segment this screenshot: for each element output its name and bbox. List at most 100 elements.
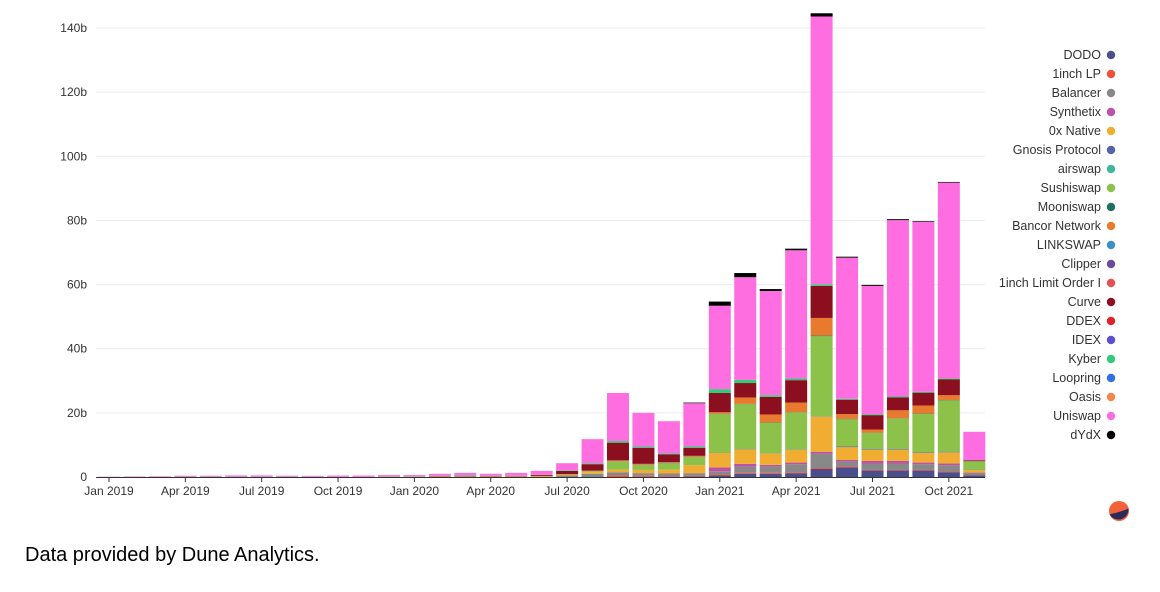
legend-item[interactable]: Sushiswap — [1041, 181, 1116, 195]
bar-segment — [912, 469, 935, 471]
bar-stack — [454, 472, 477, 477]
bar-stack — [377, 475, 400, 477]
bar-segment — [937, 451, 960, 453]
bar-segment — [937, 472, 960, 477]
bar-segment — [683, 475, 706, 477]
bar-segment — [428, 473, 451, 476]
legend-item[interactable]: 1inch Limit Order I — [999, 276, 1116, 290]
bar-segment — [174, 475, 197, 477]
bar-segment — [861, 285, 884, 415]
legend-item[interactable]: Gnosis Protocol — [1013, 143, 1116, 157]
y-tick-label: 100b — [60, 149, 87, 163]
bar-segment — [785, 412, 808, 450]
bar-segment — [785, 462, 808, 465]
bar-segment — [683, 446, 706, 448]
bar-segment — [581, 464, 604, 471]
bar-segment — [556, 470, 579, 471]
y-tick-label: 40b — [67, 342, 87, 356]
bar-segment — [632, 463, 655, 465]
bar-segment — [759, 396, 782, 415]
bar-segment — [759, 472, 782, 474]
legend-item[interactable]: IDEX — [1072, 333, 1116, 347]
bar-stack — [301, 475, 324, 477]
legend-swatch — [1106, 50, 1116, 60]
bar-segment — [607, 461, 629, 470]
bar-stack — [276, 475, 299, 477]
bar-segment — [225, 475, 248, 477]
x-tick-label: Oct 2021 — [924, 484, 973, 498]
bar-segment — [785, 402, 808, 413]
x-axis: Jan 2019 Apr 2019 Jul 2019 Oct 2019 Jan 2020… — [84, 477, 985, 498]
bar-segment — [683, 402, 706, 404]
bar-segment — [836, 467, 859, 477]
legend-item[interactable]: Clipper — [1061, 257, 1116, 271]
bar-segment — [937, 452, 960, 464]
legend-item[interactable]: Synthetix — [1050, 105, 1116, 119]
bar-segment — [886, 469, 909, 471]
x-tick-label: Jul 2019 — [239, 484, 285, 498]
legend-swatch — [1106, 145, 1116, 155]
bar-segment — [886, 463, 909, 470]
bar-stack — [708, 301, 731, 477]
legend-item[interactable]: airswap — [1058, 162, 1116, 176]
bar-segment — [607, 472, 629, 476]
bar-segment — [861, 470, 884, 477]
legend-swatch — [1106, 373, 1116, 383]
bar-segment — [912, 405, 935, 414]
legend-item[interactable]: Curve — [1068, 295, 1116, 309]
legend-item[interactable]: Uniswap — [1053, 409, 1116, 423]
legend-label: 1inch Limit Order I — [999, 276, 1101, 290]
legend-item[interactable]: Mooniswap — [1038, 200, 1116, 214]
bar-segment — [861, 463, 884, 470]
legend: DODO 1inch LP Balancer Synthetix 0x Native Gn… — [999, 48, 1116, 442]
legend-item[interactable]: Balancer — [1052, 86, 1116, 100]
bar-segment — [708, 414, 731, 453]
bars — [98, 13, 986, 477]
bar-stack — [683, 402, 706, 477]
bar-segment — [937, 379, 960, 396]
bar-segment — [632, 446, 655, 448]
bar-segment — [632, 469, 655, 474]
bar-segment — [759, 466, 782, 473]
legend-item[interactable]: 0x Native — [1049, 124, 1116, 138]
bar-segment — [836, 466, 859, 468]
bar-segment — [556, 474, 579, 476]
legend-item[interactable]: LINKSWAP — [1037, 238, 1116, 252]
bar-stack — [861, 284, 884, 477]
bar-segment — [886, 219, 909, 221]
bar-segment — [886, 397, 909, 411]
legend-swatch — [1106, 126, 1116, 136]
bar-segment — [734, 404, 757, 450]
bar-segment — [454, 475, 477, 477]
bar-segment — [581, 439, 604, 464]
legend-item[interactable]: dYdX — [1070, 428, 1116, 442]
legend-item[interactable]: DODO — [1064, 48, 1116, 62]
bar-segment — [810, 336, 833, 417]
legend-item[interactable]: Oasis — [1069, 390, 1116, 404]
bar-segment — [683, 476, 706, 477]
bar-segment — [759, 464, 782, 467]
bar-segment — [708, 474, 731, 476]
bar-segment — [632, 412, 655, 447]
x-tick-label: Jan 2019 — [84, 484, 134, 498]
bar-segment — [581, 463, 604, 465]
legend-label: Synthetix — [1050, 105, 1102, 119]
legend-swatch — [1106, 202, 1116, 212]
bar-segment — [734, 449, 757, 464]
bar-segment — [708, 471, 731, 475]
bar-segment — [886, 470, 909, 477]
x-tick-label: Apr 2021 — [772, 484, 821, 498]
bar-segment — [657, 454, 680, 463]
legend-item[interactable]: Bancor Network — [1012, 219, 1116, 233]
bar-segment — [759, 395, 782, 397]
bar-segment — [734, 277, 757, 380]
legend-label: Gnosis Protocol — [1013, 143, 1101, 157]
bar-segment — [734, 383, 757, 398]
legend-item[interactable]: Kyber — [1068, 352, 1116, 366]
legend-item[interactable]: DDEX — [1066, 314, 1116, 328]
bar-segment — [708, 389, 731, 393]
x-tick-label: Jan 2021 — [695, 484, 745, 498]
bar-stack — [327, 475, 350, 477]
legend-item[interactable]: 1inch LP — [1052, 67, 1116, 81]
legend-item[interactable]: Loopring — [1052, 371, 1116, 385]
